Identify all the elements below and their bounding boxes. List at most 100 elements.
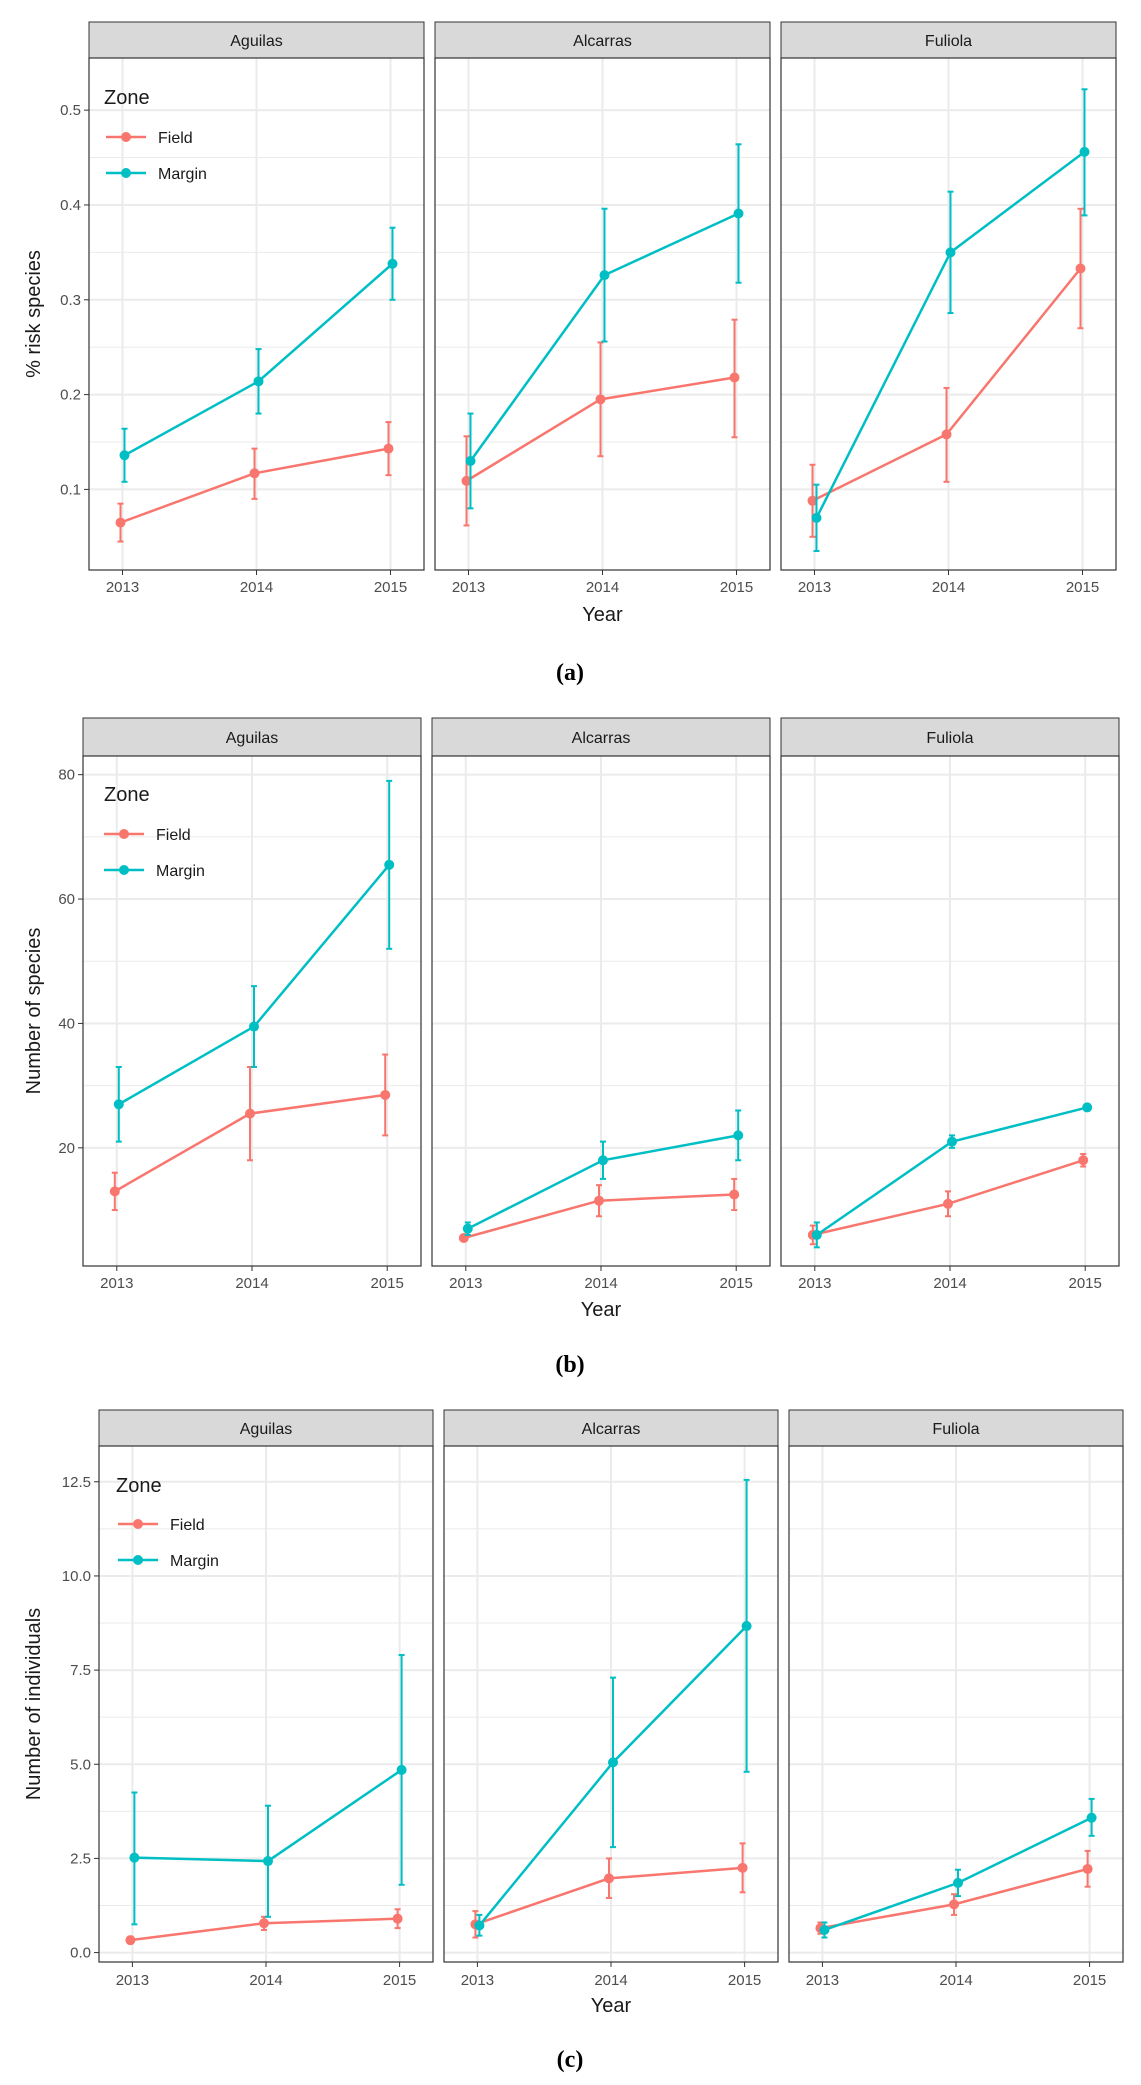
x-tick-label: 2015: [1073, 1972, 1106, 1989]
x-tick-label: 2014: [932, 579, 965, 596]
legend-title: Zone: [116, 1475, 162, 1497]
x-tick-label: 2013: [116, 1972, 149, 1989]
panel-fuliola: Fuliola 2013 2014 2015: [788, 1409, 1124, 1989]
y-tick-label: 5.0: [70, 1756, 91, 1773]
y-tick-label: 0.2: [60, 387, 81, 404]
x-tick-label: 2014: [933, 1275, 966, 1292]
data-point: [729, 372, 740, 383]
data-point: [1082, 1102, 1093, 1113]
y-axis-title: Number of individuals: [23, 1608, 45, 1800]
chart-1: Aguilas 2013 2014 2015 Zone Field Margin Alcarr…: [23, 717, 1120, 1378]
legend-label-margin: Margin: [170, 1553, 219, 1570]
legend-key-point: [119, 829, 129, 839]
y-tick-label: 0.4: [60, 197, 81, 214]
y-axis-title: Number of species: [23, 928, 45, 1095]
y-tick-label: 0.1: [60, 481, 81, 498]
data-point: [949, 1899, 959, 1910]
x-axis-title: Year: [591, 1995, 632, 2017]
series-margin: [462, 1109, 744, 1236]
panel-fuliola: Fuliola 2013 2014 2015: [780, 717, 1120, 1292]
x-tick-label: 2015: [720, 579, 753, 596]
data-point: [729, 1189, 740, 1200]
data-point: [462, 1223, 473, 1234]
y-tick-label: 10.0: [62, 1568, 91, 1585]
x-tick-label: 2014: [249, 1972, 282, 1989]
facet-strip: [443, 1409, 779, 1447]
legend-key-point: [121, 168, 131, 178]
data-point: [598, 1155, 608, 1166]
data-point: [249, 468, 260, 479]
data-point: [1082, 1863, 1093, 1874]
data-point: [941, 429, 952, 440]
y-tick-label: 80: [58, 767, 75, 784]
series-field: [470, 1842, 748, 1939]
legend-key-point: [119, 865, 129, 875]
series-margin: [811, 1102, 1093, 1249]
legend-label-field: Field: [156, 827, 191, 844]
facet-strip: [780, 21, 1117, 59]
series-field: [125, 1908, 403, 1946]
data-point: [953, 1877, 963, 1888]
data-point: [819, 1924, 830, 1935]
data-point: [129, 1852, 140, 1863]
y-tick-label: 0.5: [60, 102, 81, 119]
data-point: [737, 1862, 748, 1873]
data-point: [1078, 1155, 1089, 1166]
legend-key-point: [121, 132, 131, 142]
data-point: [608, 1757, 618, 1768]
data-point: [392, 1913, 403, 1924]
data-point: [741, 1621, 752, 1632]
y-tick-label: 7.5: [70, 1662, 91, 1679]
data-point: [594, 1195, 604, 1206]
data-point: [387, 258, 398, 269]
legend: Zone Field Margin: [104, 784, 205, 880]
data-point: [599, 270, 610, 281]
data-point: [119, 450, 130, 461]
x-tick-label: 2013: [449, 1275, 482, 1292]
x-axis-title: Year: [581, 1299, 622, 1321]
data-point: [945, 247, 956, 258]
series-field: [109, 1053, 391, 1212]
x-tick-label: 2015: [1069, 1275, 1102, 1292]
data-point: [245, 1108, 255, 1119]
data-point: [249, 1021, 259, 1032]
series-margin: [811, 88, 1090, 553]
series-margin: [113, 779, 395, 1143]
data-point: [115, 517, 126, 528]
data-point: [733, 208, 744, 219]
x-tick-label: 2015: [728, 1972, 761, 1989]
x-tick-label: 2014: [240, 579, 273, 596]
y-tick-label: 0.3: [60, 292, 81, 309]
data-point: [383, 443, 394, 454]
facet-strip: [431, 717, 771, 757]
series-field: [807, 207, 1086, 538]
data-point: [1086, 1812, 1097, 1823]
data-point: [1079, 146, 1090, 157]
x-tick-label: 2015: [383, 1972, 416, 1989]
y-tick-label: 20: [58, 1140, 75, 1157]
x-tick-label: 2014: [594, 1972, 627, 1989]
data-point: [380, 1089, 391, 1100]
series-margin: [474, 1478, 752, 1937]
x-tick-label: 2013: [452, 579, 485, 596]
y-axis-title: % risk species: [23, 250, 45, 378]
x-tick-label: 2013: [106, 579, 139, 596]
legend: Zone Field Margin: [104, 87, 207, 183]
data-point: [474, 1920, 485, 1931]
x-tick-label: 2014: [586, 579, 619, 596]
x-tick-label: 2013: [798, 579, 831, 596]
data-point: [811, 512, 822, 523]
figure-caption: (a): [556, 660, 584, 686]
data-point: [811, 1229, 822, 1240]
data-point: [595, 394, 606, 405]
series-field: [458, 1177, 740, 1244]
panel-aguilas: Aguilas 2013 2014 2015 Zone Field Margin: [98, 1409, 434, 1989]
x-tick-label: 2015: [374, 579, 407, 596]
x-tick-label: 2014: [939, 1972, 972, 1989]
x-tick-label: 2015: [1066, 579, 1099, 596]
y-tick-label: 2.5: [70, 1850, 91, 1867]
facet-strip-label: Fuliola: [932, 1421, 979, 1438]
chart-2: Aguilas 2013 2014 2015 Zone Field Margin Alcarr…: [23, 1409, 1124, 2073]
facet-strip-label: Fuliola: [925, 33, 972, 50]
